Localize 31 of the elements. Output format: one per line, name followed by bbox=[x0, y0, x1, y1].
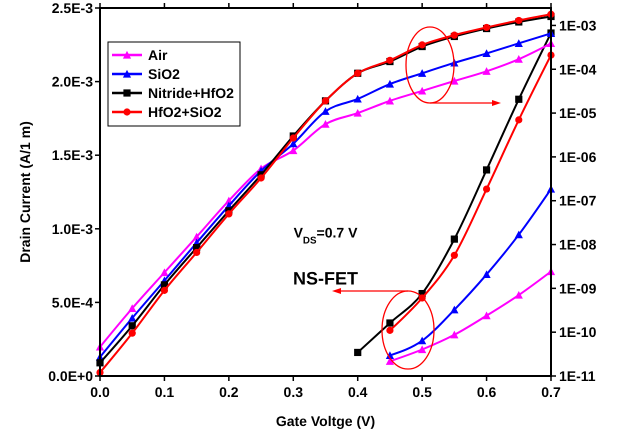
legend-label: HfO2+SiO2 bbox=[148, 104, 222, 120]
x-tick-label: 0.5 bbox=[412, 384, 432, 400]
x-axis-title: Gate Voltge (V) bbox=[276, 413, 376, 429]
y-tick-label: 5.0E-4 bbox=[52, 294, 94, 310]
legend-label: Nitride+HfO2 bbox=[148, 85, 234, 101]
x-tick-label: 0.6 bbox=[476, 384, 497, 400]
annotation: V$_{DS}$=0.7 V bbox=[294, 224, 358, 246]
y-tick-label: 1.5E-3 bbox=[52, 147, 94, 164]
y-tick-label: 1.0E-3 bbox=[52, 220, 94, 237]
x-tick-label: 0.3 bbox=[284, 384, 304, 400]
y2-tick-label: 1E-08 bbox=[559, 236, 597, 253]
y2-tick-label: 1E-05 bbox=[559, 105, 597, 122]
y2-tick-label: 1E-06 bbox=[559, 148, 597, 165]
y-tick-label: 2.0E-3 bbox=[52, 74, 94, 90]
y-tick-label: 0.0E+0 bbox=[48, 368, 94, 384]
x-tick-label: 0.4 bbox=[348, 384, 368, 400]
y2-tick-label: 1E-09 bbox=[559, 280, 597, 296]
y2-tick-label: 1E-04 bbox=[559, 61, 597, 78]
y2-tick-label: 1E-07 bbox=[559, 192, 597, 209]
legend-label: SiO2 bbox=[148, 66, 180, 82]
y2-tick-label: 1E-03 bbox=[559, 17, 597, 34]
y2-tick-label: 1E-10 bbox=[559, 324, 597, 340]
y-axis-title: Drain Current (A/1 m) bbox=[17, 121, 33, 263]
y2-tick-label: 1E-11 bbox=[559, 368, 596, 384]
y-tick-label: 2.5E-3 bbox=[52, 0, 94, 16]
annotation: NS-FET bbox=[293, 268, 358, 289]
x-tick-label: 0.7 bbox=[541, 384, 561, 400]
x-tick-label: 0.0 bbox=[90, 384, 110, 400]
legend-label: Air bbox=[148, 47, 168, 63]
x-tick-label: 0.1 bbox=[154, 384, 174, 400]
x-tick-label: 0.2 bbox=[219, 384, 239, 400]
